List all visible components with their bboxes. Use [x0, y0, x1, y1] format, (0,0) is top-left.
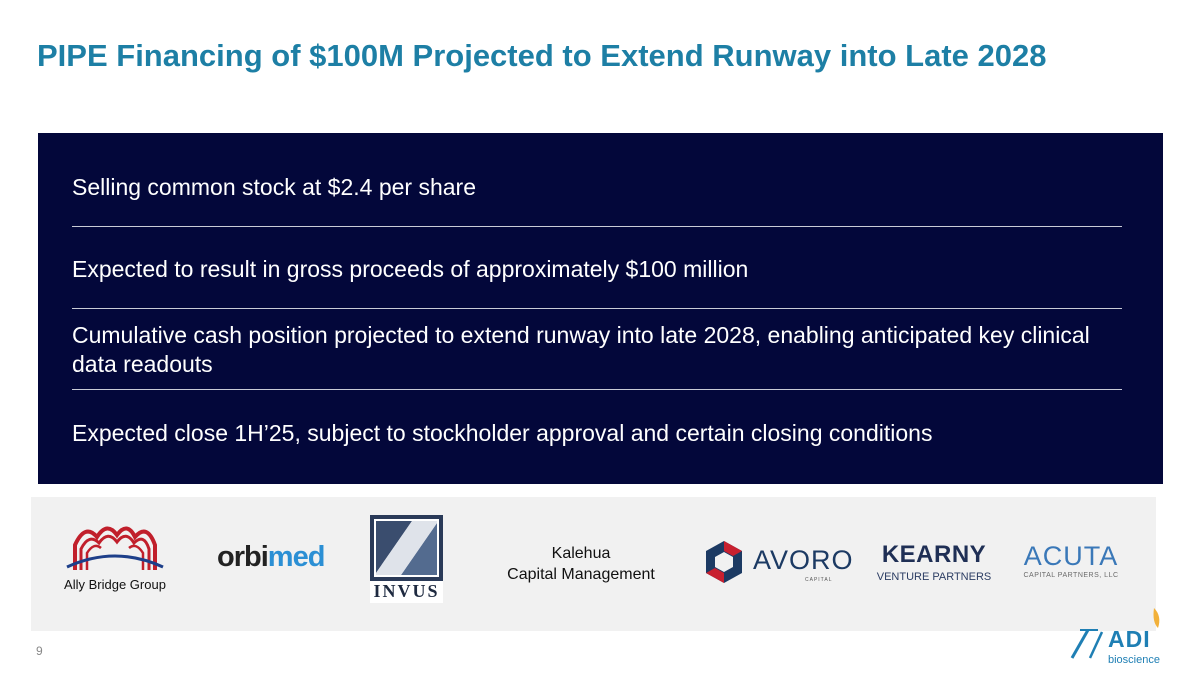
divider — [72, 226, 1122, 227]
avoro-subtitle: CAPITAL — [805, 577, 833, 583]
kalehua-name-line1: Kalehua — [551, 545, 611, 562]
kearny-subtitle: VENTURE PARTNERS — [876, 571, 992, 583]
bullet-cash-runway: Cumulative cash position projected to ex… — [72, 322, 1090, 377]
aadi-subtitle: bioscience — [1108, 654, 1160, 666]
slide-title: PIPE Financing of $100M Projected to Ext… — [37, 38, 1047, 73]
acuta-wordmark: ACUTA — [1023, 541, 1119, 571]
avoro-capital-logo: AVORO CAPITAL — [703, 539, 853, 589]
aadi-bioscience-logo: ADI bioscience — [1068, 606, 1168, 670]
avoro-hexagon-icon — [706, 541, 742, 583]
divider — [72, 389, 1122, 390]
page-number: 9 — [36, 644, 43, 658]
ally-bridge-label: Ally Bridge Group — [64, 577, 166, 592]
invus-wordmark: INVUS — [370, 581, 443, 603]
acuta-subtitle: CAPITAL PARTNERS, LLC — [1023, 572, 1119, 579]
aadi-wordmark: ADI — [1108, 626, 1151, 652]
avoro-wordmark: AVORO — [753, 545, 854, 575]
orbimed-wordmark-part1: orbi — [217, 541, 269, 573]
bullet-price-per-share: Selling common stock at $2.4 per share — [72, 174, 476, 200]
kearny-wordmark: KEARNY — [881, 541, 987, 568]
orbimed-wordmark-part2: med — [267, 541, 326, 573]
ally-bridge-arches-icon — [66, 526, 164, 570]
kalehua-name-line2: Capital Management — [507, 566, 655, 583]
invus-logo: INVUS — [370, 515, 443, 605]
orbimed-logo: orbimed — [217, 541, 332, 577]
key-terms-panel: Selling common stock at $2.4 per share E… — [38, 133, 1163, 484]
bullet-expected-close: Expected close 1H’25, subject to stockho… — [72, 420, 933, 446]
kalehua-capital-logo: Kalehua Capital Management — [486, 543, 676, 587]
invus-emblem-icon — [370, 515, 443, 581]
kearny-venture-partners-logo: KEARNY VENTURE PARTNERS — [873, 541, 995, 587]
ally-bridge-group-logo: Ally Bridge Group — [57, 515, 173, 595]
divider — [72, 308, 1122, 309]
bullet-gross-proceeds: Expected to result in gross proceeds of … — [72, 256, 749, 282]
aadi-logo-mark-icon — [1070, 608, 1160, 659]
acuta-capital-logo: ACUTA CAPITAL PARTNERS, LLC — [1021, 541, 1121, 585]
investor-logos-band: Ally Bridge Group orbimed INVUS Kalehua … — [31, 497, 1156, 631]
